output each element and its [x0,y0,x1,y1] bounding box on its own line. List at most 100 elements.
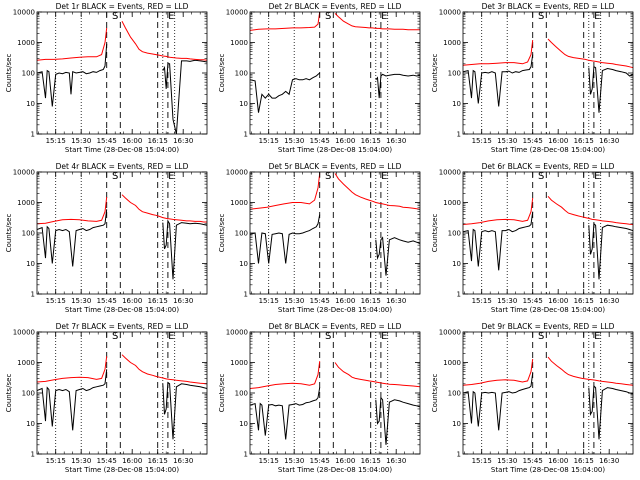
x-tick-label: 15:45 [310,137,330,145]
y-tick-label: 10 [452,260,461,268]
y-tick-label: 1000 [443,359,461,367]
x-axis-label: Start Time (28-Dec-08 15:04:00) [278,466,392,474]
y-tick-label: 1000 [230,39,248,47]
x-tick-label: 16:30 [599,137,619,145]
y-axis-label: Counts/sec [218,54,226,93]
lld-series-line [463,195,633,225]
x-tick-label: 16:15 [574,457,594,465]
x-tick-label: 15:15 [46,457,66,465]
x-tick-label: 15:45 [97,137,117,145]
y-tick-label: 1000 [230,359,248,367]
y-axis-label: Counts/sec [431,54,439,93]
plot-frame [36,331,208,455]
y-tick-label: 1000 [17,359,35,367]
y-tick-label: 1000 [17,39,35,47]
detector-panel-1: Det 1r BLACK = Events, RED = LLD S E 1 10 100… [0,0,213,160]
detector-panel-5: Det 5r BLACK = Events, RED = LLD S E 1 10 100… [213,160,426,320]
end-marker: E [168,331,174,342]
x-tick-label: 16:30 [386,297,406,305]
start-marker: S [538,171,544,182]
panel-title: Det 7r BLACK = Events, RED = LLD [56,322,189,331]
panel-title: Det 8r BLACK = Events, RED = LLD [269,322,402,331]
y-tick-label: 100 [22,70,35,78]
detector-panel-9: Det 9r BLACK = Events, RED = LLD S E 1 10 100… [426,320,639,480]
end-marker: E [594,171,600,182]
x-axis-label: Start Time (28-Dec-08 15:04:00) [65,146,179,154]
y-tick-label: 100 [22,230,35,238]
y-axis-label: Counts/sec [5,374,13,413]
y-tick-label: 100 [235,390,248,398]
y-tick-label: 10000 [439,169,461,177]
x-tick-label: 15:45 [310,297,330,305]
x-tick-label: 15:15 [259,137,279,145]
start-marker: S [112,331,118,342]
y-tick-label: 1000 [17,199,35,207]
y-tick-label: 1 [244,131,248,139]
plot-frame [462,171,634,295]
start-marker: S [325,11,331,22]
x-tick-label: 15:15 [259,457,279,465]
y-axis-label: Counts/sec [431,214,439,253]
events-series-line [463,211,633,280]
x-tick-label: 15:15 [472,137,492,145]
x-tick-label: 15:30 [497,137,517,145]
x-axis-label: Start Time (28-Dec-08 15:04:00) [491,466,605,474]
y-tick-label: 1 [244,291,248,299]
y-tick-label: 100 [235,230,248,238]
x-axis-label: Start Time (28-Dec-08 15:04:00) [278,306,392,314]
x-tick-label: 16:30 [599,297,619,305]
events-series-line [250,214,420,276]
x-tick-label: 15:30 [284,297,304,305]
panel-title: Det 1r BLACK = Events, RED = LLD [56,2,189,11]
detector-panel-7: Det 7r BLACK = Events, RED = LLD S E 1 10 100… [0,320,213,480]
x-tick-label: 15:30 [497,297,517,305]
x-tick-label: 16:00 [122,457,142,465]
x-axis-label: Start Time (28-Dec-08 15:04:00) [491,306,605,314]
y-tick-label: 100 [235,70,248,78]
y-tick-label: 1000 [230,199,248,207]
x-tick-label: 16:00 [548,457,568,465]
lld-series-line [37,354,207,385]
x-tick-label: 16:00 [335,457,355,465]
events-series-line [250,72,420,113]
y-tick-label: 10 [239,420,248,428]
lld-series-line [463,38,633,69]
y-tick-label: 1 [31,291,35,299]
end-marker: E [168,171,174,182]
y-tick-label: 1000 [443,39,461,47]
lld-series-line [37,194,207,225]
end-marker: E [381,11,387,22]
x-tick-label: 15:15 [472,457,492,465]
x-tick-label: 15:45 [523,297,543,305]
y-tick-label: 1000 [443,199,461,207]
x-tick-label: 16:15 [574,137,594,145]
x-axis-label: Start Time (28-Dec-08 15:04:00) [65,306,179,314]
lld-series-line [37,20,207,61]
y-tick-label: 100 [448,230,461,238]
y-tick-label: 10 [26,260,35,268]
y-tick-label: 100 [448,70,461,78]
x-axis-label: Start Time (28-Dec-08 15:04:00) [278,146,392,154]
x-tick-label: 16:15 [361,297,381,305]
x-tick-label: 16:00 [122,137,142,145]
y-tick-label: 1 [457,131,461,139]
events-series-line [37,369,207,440]
x-tick-label: 15:45 [310,457,330,465]
y-tick-label: 10 [239,100,248,108]
x-tick-label: 16:30 [386,457,406,465]
lld-series-line [250,173,420,210]
x-tick-label: 15:45 [523,137,543,145]
y-tick-label: 10 [26,420,35,428]
y-tick-label: 10000 [13,169,35,177]
end-marker: E [168,11,174,22]
x-tick-label: 16:15 [148,137,168,145]
x-tick-label: 16:00 [548,297,568,305]
x-tick-label: 16:00 [335,137,355,145]
y-tick-label: 10000 [226,9,248,17]
